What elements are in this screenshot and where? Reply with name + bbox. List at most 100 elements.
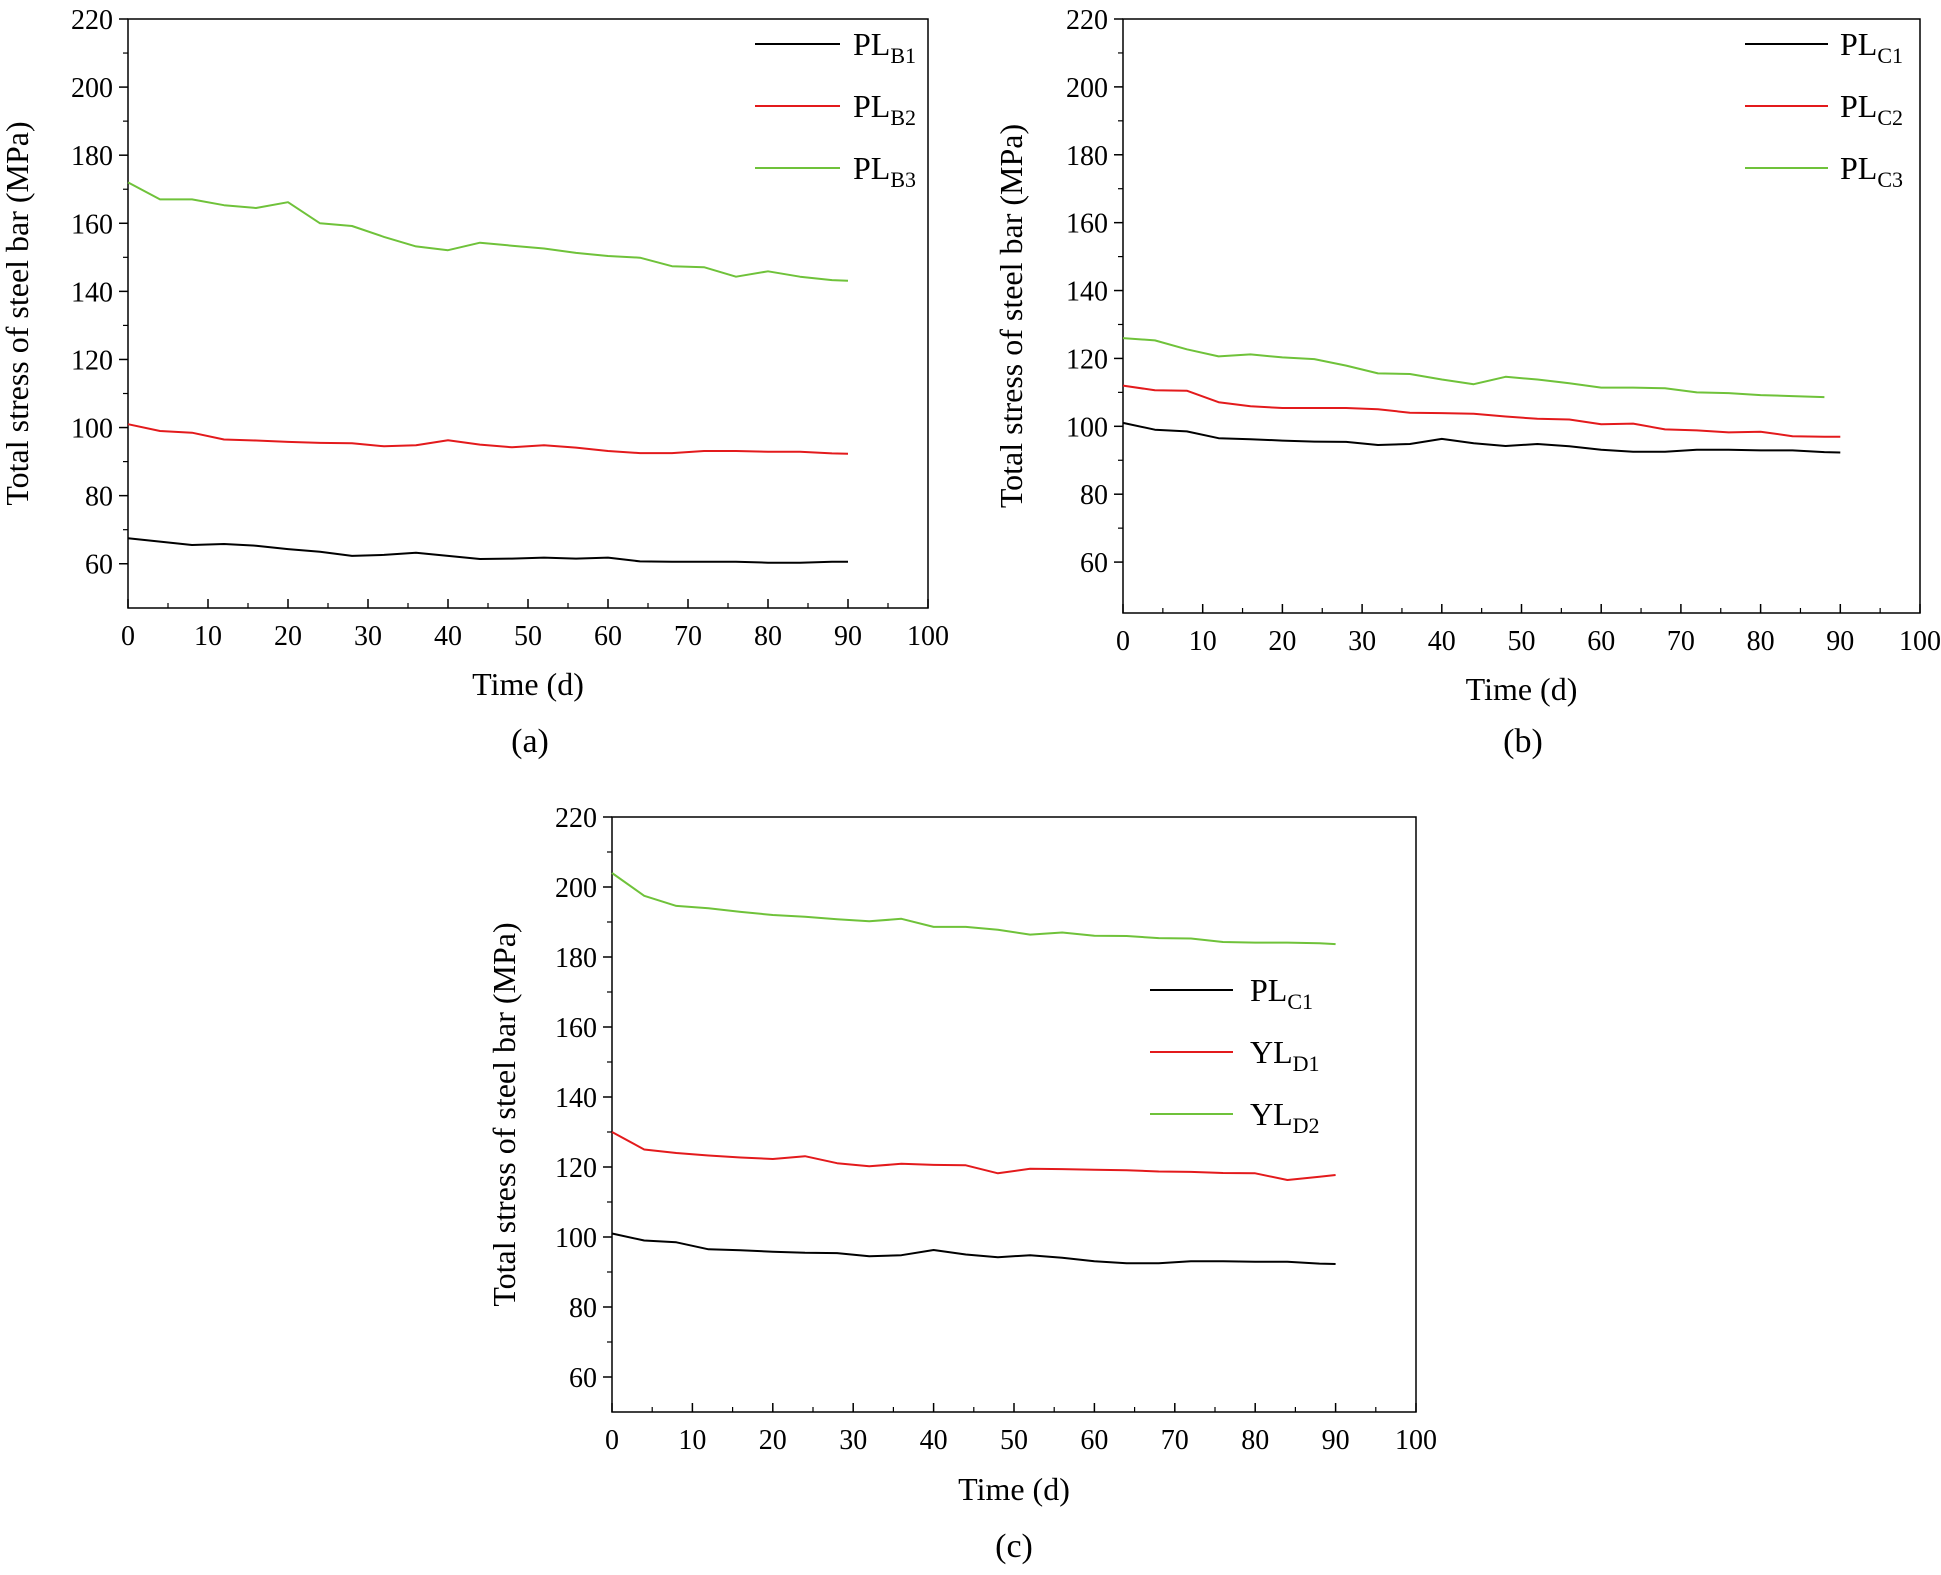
x-tick-label: 30 <box>1348 626 1376 657</box>
y-axis-title: Total stress of steel bar (MPa) <box>486 922 522 1306</box>
series-line-pl-c1 <box>1122 421 1841 454</box>
legend-label-main: PL <box>853 26 890 62</box>
y-tick-label: 160 <box>1066 209 1108 240</box>
x-tick-label: 40 <box>920 1425 948 1456</box>
x-tick-label: 60 <box>1080 1425 1108 1456</box>
legend-label: PLB2 <box>853 88 916 130</box>
legend-label: PLC1 <box>1250 972 1313 1014</box>
legend-label-main: YL <box>1250 1096 1293 1132</box>
y-tick-label: 140 <box>1066 277 1108 308</box>
legend-label-subscript: C3 <box>1877 167 1903 192</box>
legend-label-main: PL <box>1250 972 1287 1008</box>
x-tick-label: 100 <box>1395 1425 1437 1456</box>
series-line-pl-b2 <box>127 423 849 455</box>
y-tick-label: 220 <box>71 5 113 36</box>
legend-label-main: PL <box>1840 88 1877 124</box>
x-tick-label: 60 <box>594 621 622 652</box>
x-tick-label: 80 <box>754 621 782 652</box>
x-tick-label: 100 <box>907 621 949 652</box>
x-tick-label: 20 <box>759 1425 787 1456</box>
y-tick-label: 80 <box>1080 480 1108 511</box>
x-tick-label: 10 <box>194 621 222 652</box>
series-line-pl-b1 <box>127 537 848 564</box>
legend-label: PLC3 <box>1840 150 1903 192</box>
y-tick-label: 220 <box>555 803 597 834</box>
x-axis-title: Time (d) <box>1466 671 1578 707</box>
x-tick-label: 0 <box>1116 626 1130 657</box>
plot-frame <box>127 18 929 609</box>
y-tick-label: 200 <box>1066 73 1108 104</box>
x-tick-label: 80 <box>1747 626 1775 657</box>
legend-label-main: PL <box>853 150 890 186</box>
y-tick-label: 180 <box>555 943 597 974</box>
legend-label-main: PL <box>1840 26 1877 62</box>
legend-label-subscript: C1 <box>1877 43 1903 68</box>
y-tick-label: 80 <box>85 482 113 513</box>
legend-label: PLC1 <box>1840 26 1903 68</box>
legend-label: PLB3 <box>853 150 916 192</box>
series-line-pl-c2 <box>1122 384 1841 438</box>
series-line-yl-d2 <box>611 872 1336 946</box>
x-axis-title: Time (d) <box>958 1471 1070 1507</box>
x-tick-label: 30 <box>839 1425 867 1456</box>
y-tick-label: 140 <box>71 277 113 308</box>
x-tick-label: 100 <box>1899 626 1941 657</box>
y-tick-label: 60 <box>1080 548 1108 579</box>
y-tick-label: 200 <box>71 73 113 104</box>
legend-label-subscript: B2 <box>890 105 916 130</box>
x-tick-label: 40 <box>1428 626 1456 657</box>
legend-label: PLB1 <box>853 26 916 68</box>
legend-label: PLC2 <box>1840 88 1903 130</box>
y-tick-label: 60 <box>569 1363 597 1394</box>
x-tick-label: 80 <box>1241 1425 1269 1456</box>
y-tick-label: 140 <box>555 1083 597 1114</box>
series-line-pl-c3 <box>1122 337 1825 399</box>
panel-caption: (a) <box>511 723 549 760</box>
x-tick-label: 10 <box>678 1425 706 1456</box>
legend-label-main: PL <box>853 88 890 124</box>
chart-panel-1: 0 10 20 30 40 50 60 70 80 90 100 60 80 100 120 140 160 18… <box>0 5 949 760</box>
legend-label-subscript: D1 <box>1293 1051 1320 1076</box>
series-line-yl-d1 <box>611 1131 1336 1181</box>
x-tick-label: 90 <box>1322 1425 1350 1456</box>
x-tick-label: 30 <box>354 621 382 652</box>
legend-label-subscript: C2 <box>1877 105 1903 130</box>
plot-frame <box>1122 18 1921 614</box>
x-tick-label: 70 <box>1161 1425 1189 1456</box>
x-tick-label: 10 <box>1189 626 1217 657</box>
x-tick-label: 0 <box>121 621 135 652</box>
x-tick-label: 90 <box>834 621 862 652</box>
y-tick-label: 100 <box>555 1223 597 1254</box>
x-tick-label: 20 <box>1268 626 1296 657</box>
chart-panel-2: 0 10 20 30 40 50 60 70 80 90 100 60 80 100 120 140 160 18… <box>993 5 1941 760</box>
legend-label-main: PL <box>1840 150 1877 186</box>
y-tick-label: 120 <box>555 1153 597 1184</box>
y-tick-label: 100 <box>71 414 113 445</box>
x-tick-label: 70 <box>1667 626 1695 657</box>
y-tick-label: 180 <box>71 141 113 172</box>
x-tick-label: 70 <box>674 621 702 652</box>
legend-label-main: YL <box>1250 1034 1293 1070</box>
x-tick-label: 20 <box>274 621 302 652</box>
x-tick-label: 60 <box>1587 626 1615 657</box>
x-axis-title: Time (d) <box>472 666 584 702</box>
y-axis-title: Total stress of steel bar (MPa) <box>0 121 35 505</box>
y-tick-label: 220 <box>1066 5 1108 36</box>
x-tick-label: 40 <box>434 621 462 652</box>
y-axis-title: Total stress of steel bar (MPa) <box>993 124 1029 508</box>
legend-label-subscript: D2 <box>1293 1113 1320 1138</box>
y-tick-label: 80 <box>569 1293 597 1324</box>
y-tick-label: 120 <box>71 345 113 376</box>
x-tick-label: 50 <box>514 621 542 652</box>
legend-label-subscript: B1 <box>890 43 916 68</box>
legend-label-subscript: B3 <box>890 167 916 192</box>
series-line-pl-c1 <box>611 1232 1336 1265</box>
series-line-pl-b3 <box>127 181 849 282</box>
legend-label-subscript: C1 <box>1287 989 1313 1014</box>
legend-label: YLD1 <box>1250 1034 1320 1076</box>
x-tick-label: 0 <box>605 1425 619 1456</box>
y-tick-label: 100 <box>1066 412 1108 443</box>
panel-caption: (b) <box>1503 723 1543 760</box>
y-tick-label: 160 <box>71 209 113 240</box>
